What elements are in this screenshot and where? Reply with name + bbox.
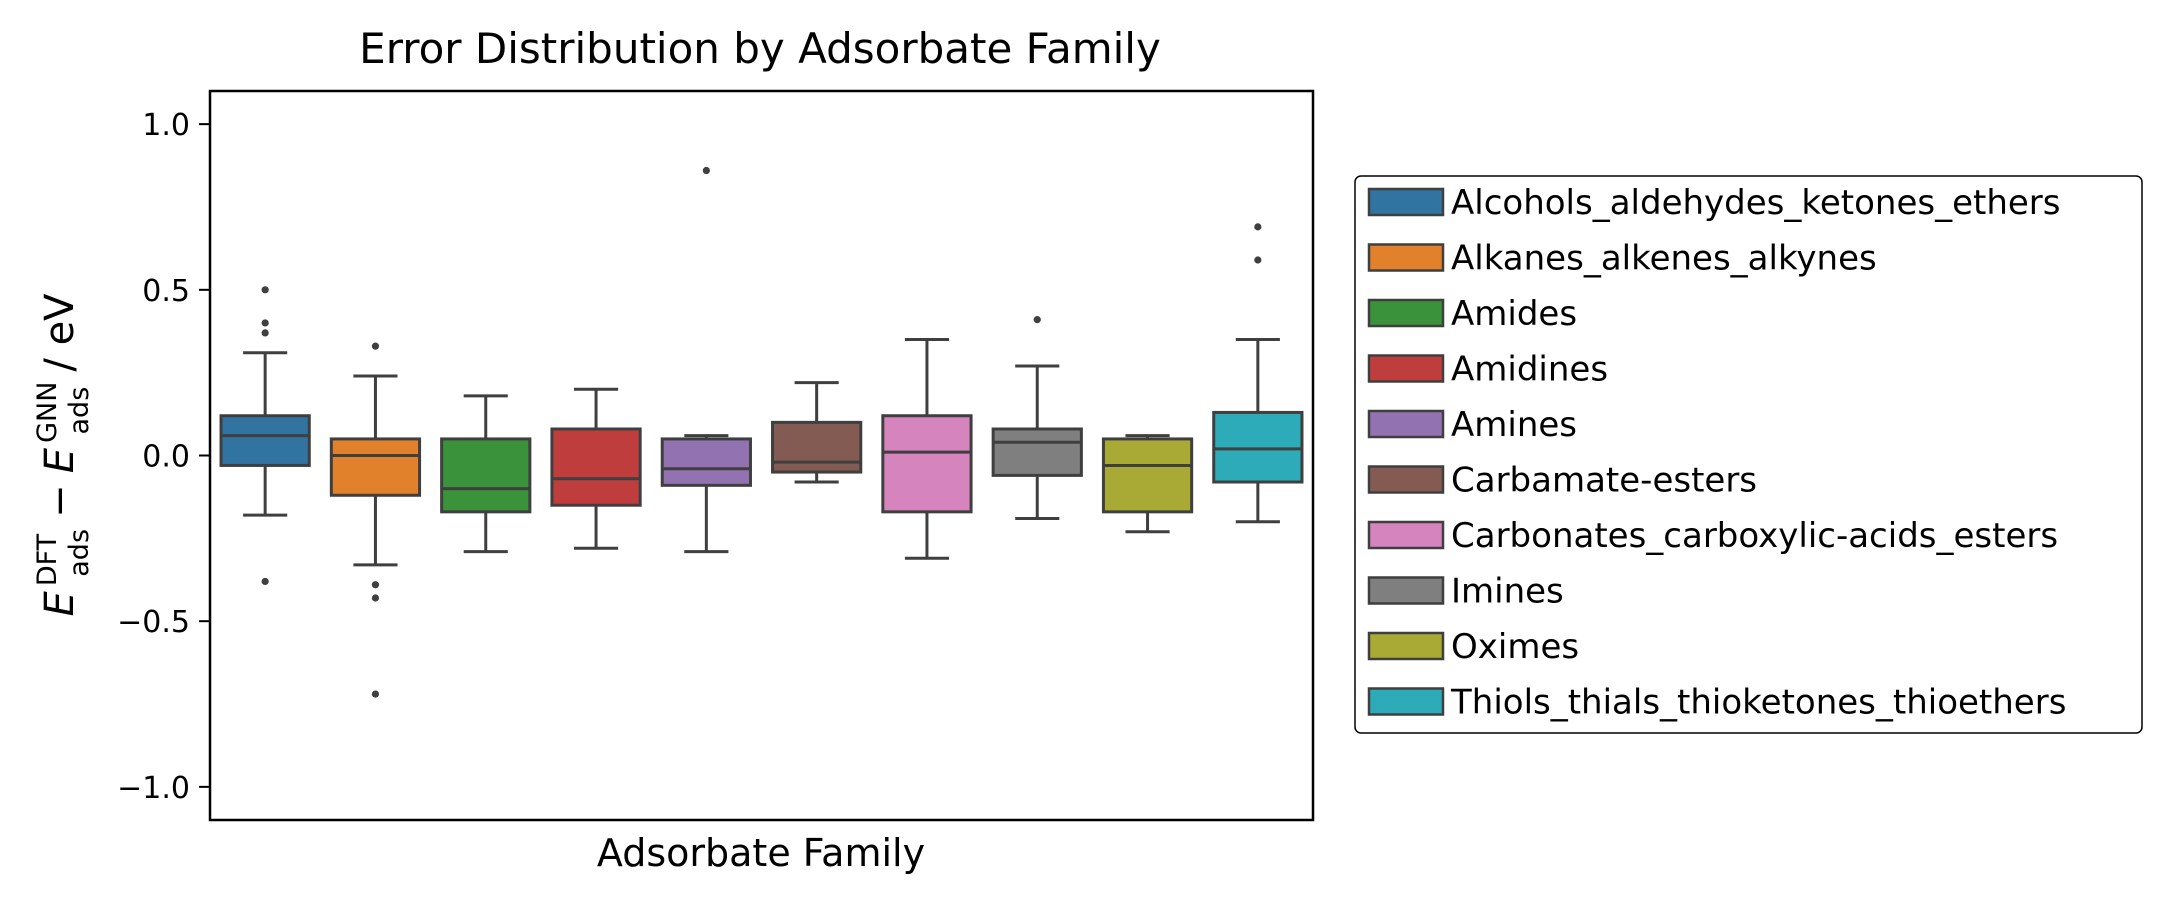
y-label-sub-2: ads [64,387,95,435]
outlier-point [371,594,380,602]
legend-swatch [1367,354,1445,383]
legend-swatch [1367,631,1445,661]
box-group [550,387,642,550]
outlier-point [261,319,269,327]
box [1101,437,1194,514]
box-group [881,338,973,560]
box-group [440,394,532,554]
outlier-point [261,286,269,294]
y-label-sup-dft: DFT [32,533,63,586]
legend-swatch [1367,187,1445,217]
y-label-unit: / eV [37,293,83,372]
box [440,437,532,514]
outlier-point [261,329,269,337]
x-axis-label: Adsorbate Family [597,831,925,875]
box [219,414,311,467]
legend-label: Alcohols_aldehydes_ketones_ethers [1451,183,2061,223]
y-label-symbol-2: E [37,447,83,473]
outlier-point [702,166,710,175]
legend-swatch [1367,576,1445,605]
legend-swatch [1367,409,1445,439]
legend-label: Carbonates_carboxylic-acids_esters [1451,516,2058,556]
legend-swatch [1367,298,1445,328]
legend-label: Amidines [1451,350,1608,390]
legend-swatch [1367,687,1445,716]
y-axis-label: E DFT ads − E GNN ads / eV [32,293,95,617]
legend-label: Thiols_thials_thioketones_thioethers [1450,683,2066,723]
y-tick-label: 0.5 [142,274,190,309]
outlier-point [371,342,380,350]
y-label-sup-gnn: GNN [32,382,63,443]
y-label-symbol-1: E [37,591,83,617]
box-group [771,381,863,484]
box [881,414,973,514]
y-label-minus: − [37,484,83,518]
outlier-point [1254,256,1262,264]
y-label-sub-1: ads [64,529,95,577]
box-group [1212,223,1304,524]
legend-frame [1354,175,2143,734]
box [660,437,752,487]
plot-area [219,166,1304,698]
legend-label: Imines [1451,572,1564,612]
outlier-point [371,690,380,698]
y-tick-label: −1.0 [117,771,190,806]
legend-label: Carbamate-esters [1451,461,1757,501]
legend-swatch [1367,243,1445,272]
chart-title: Error Distribution by Adsorbate Family [359,24,1161,73]
outlier-point [261,577,269,586]
box-group [991,316,1083,520]
legend: Alcohols_aldehydes_ketones_ethers Alkanes… [1354,175,2143,734]
outlier-point [1033,316,1041,324]
y-tick-label: 0.0 [142,440,190,475]
legend-label: Amines [1451,405,1577,445]
legend-swatch [1367,520,1445,550]
box-group [219,286,311,586]
legend-label: Oximes [1451,627,1579,667]
legend-label: Amides [1451,294,1577,334]
box [329,437,422,497]
y-axis: −1.0 −0.5 0.0 0.5 1.0 [117,108,210,806]
legend-label: Alkanes_alkenes_alkynes [1451,239,1877,279]
box-group [660,166,752,554]
outlier-point [371,581,380,589]
y-tick-label: −0.5 [117,605,190,640]
box-group [329,342,422,698]
box [991,427,1083,477]
box [771,420,863,474]
legend-swatch [1367,465,1445,494]
outlier-point [1254,223,1262,231]
y-tick-label: 1.0 [142,108,190,143]
box [1212,410,1304,484]
box-group [1101,434,1194,534]
box [550,427,642,507]
